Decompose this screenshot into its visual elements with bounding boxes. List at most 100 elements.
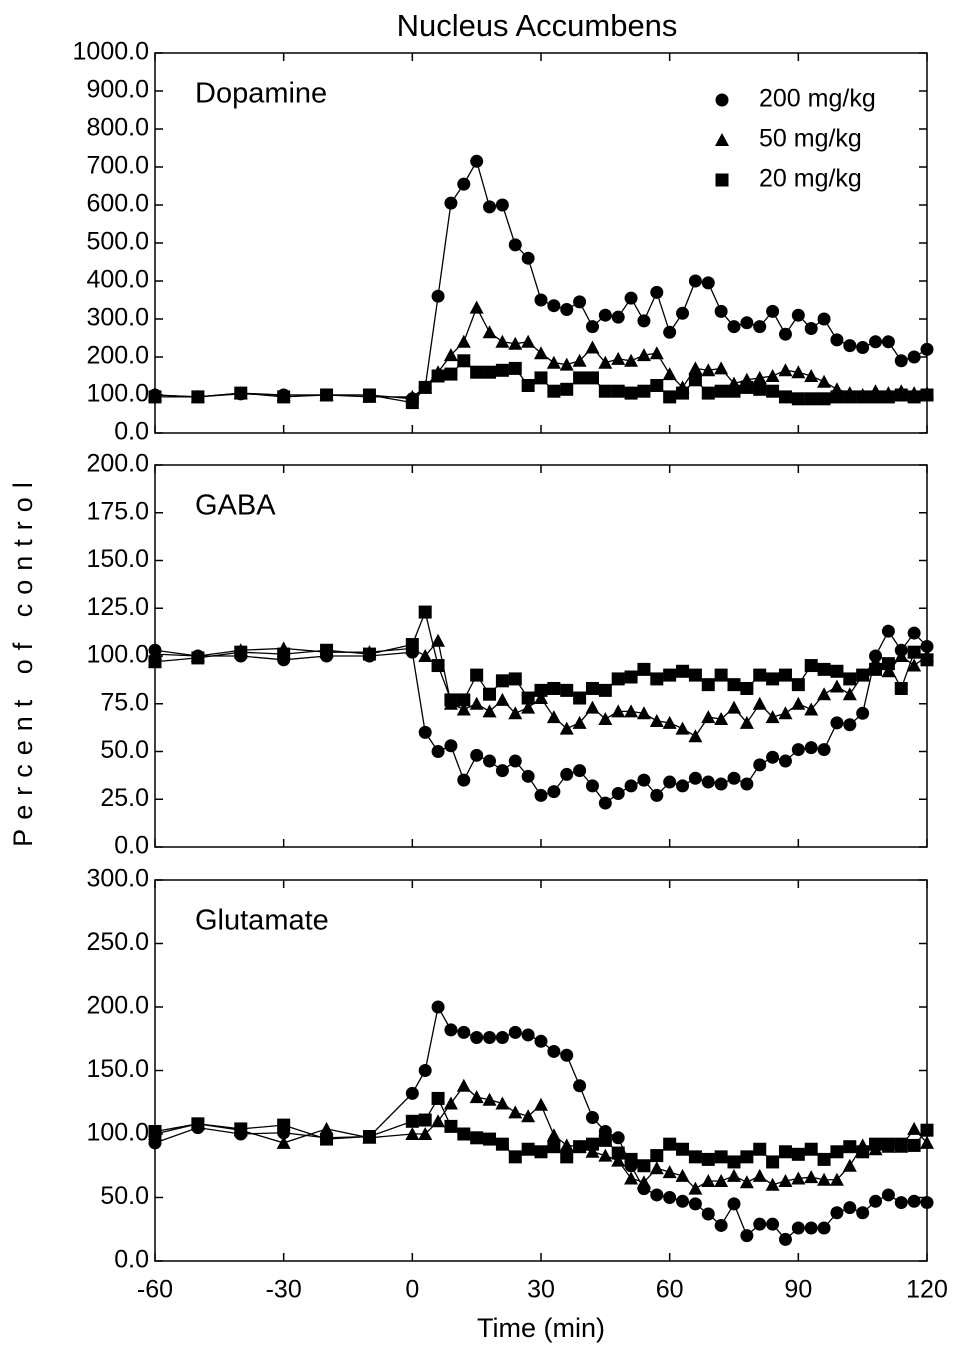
marker bbox=[611, 1146, 625, 1160]
marker bbox=[842, 1158, 857, 1172]
marker bbox=[894, 1196, 908, 1210]
marker bbox=[431, 289, 445, 303]
y-tick-label: 75.0 bbox=[100, 688, 149, 716]
marker bbox=[869, 390, 883, 404]
marker bbox=[804, 1221, 818, 1235]
marker bbox=[675, 721, 690, 735]
marker bbox=[650, 672, 664, 686]
marker bbox=[753, 1142, 767, 1156]
marker bbox=[778, 363, 793, 377]
marker bbox=[234, 386, 248, 400]
marker bbox=[444, 739, 458, 753]
marker bbox=[676, 779, 690, 793]
marker bbox=[701, 386, 715, 400]
marker bbox=[727, 771, 741, 785]
marker bbox=[752, 370, 767, 384]
marker bbox=[920, 342, 934, 356]
marker bbox=[649, 1161, 664, 1175]
marker bbox=[547, 681, 561, 695]
marker bbox=[431, 1091, 445, 1105]
legend-label: 200 mg/kg bbox=[759, 85, 876, 113]
marker bbox=[559, 357, 574, 371]
y-tick-label: 25.0 bbox=[100, 784, 149, 812]
marker bbox=[829, 1172, 844, 1186]
marker bbox=[362, 647, 376, 661]
marker bbox=[765, 369, 780, 382]
x-tick-label: 30 bbox=[527, 1276, 555, 1304]
marker bbox=[495, 1030, 509, 1044]
marker bbox=[637, 773, 651, 787]
marker bbox=[727, 678, 741, 692]
marker bbox=[560, 1150, 574, 1164]
panel-label: Dopamine bbox=[195, 78, 327, 110]
legend-marker bbox=[715, 173, 729, 187]
marker bbox=[470, 154, 484, 168]
marker bbox=[765, 710, 780, 724]
marker bbox=[534, 1145, 548, 1159]
marker bbox=[585, 1110, 599, 1124]
marker bbox=[148, 390, 162, 404]
marker bbox=[830, 390, 844, 404]
marker bbox=[431, 1000, 445, 1014]
marker bbox=[469, 300, 484, 314]
marker bbox=[508, 238, 522, 252]
marker bbox=[830, 333, 844, 347]
marker bbox=[598, 1133, 612, 1147]
marker bbox=[817, 687, 832, 701]
marker bbox=[843, 718, 857, 732]
marker bbox=[405, 1114, 419, 1128]
marker bbox=[739, 1175, 754, 1189]
marker bbox=[714, 304, 728, 318]
marker bbox=[778, 1232, 792, 1246]
marker bbox=[688, 361, 703, 375]
marker bbox=[869, 662, 883, 676]
marker bbox=[508, 336, 523, 350]
marker bbox=[598, 1148, 613, 1162]
marker bbox=[559, 721, 574, 735]
marker bbox=[585, 681, 599, 695]
marker bbox=[869, 335, 883, 349]
marker bbox=[585, 340, 600, 354]
y-tick-label: 150.0 bbox=[86, 545, 149, 573]
y-tick-label: 700.0 bbox=[86, 152, 149, 180]
marker bbox=[804, 1142, 818, 1156]
marker bbox=[830, 716, 844, 730]
marker bbox=[456, 1078, 471, 1092]
marker bbox=[766, 304, 780, 318]
marker bbox=[418, 649, 433, 662]
marker bbox=[688, 1150, 702, 1164]
y-tick-label: 125.0 bbox=[86, 593, 149, 621]
y-axis-label: Percent of control bbox=[8, 473, 38, 847]
marker bbox=[457, 773, 471, 787]
marker bbox=[444, 196, 458, 210]
marker bbox=[362, 1130, 376, 1144]
marker bbox=[688, 668, 702, 682]
marker bbox=[585, 779, 599, 793]
marker bbox=[907, 626, 921, 640]
marker bbox=[573, 1140, 587, 1154]
marker bbox=[572, 353, 587, 367]
marker bbox=[804, 392, 818, 406]
marker bbox=[920, 1135, 934, 1149]
marker bbox=[457, 177, 471, 191]
marker bbox=[482, 325, 497, 339]
marker bbox=[534, 691, 548, 705]
marker bbox=[573, 371, 587, 385]
marker bbox=[907, 1138, 921, 1152]
marker bbox=[675, 1168, 690, 1182]
marker bbox=[894, 681, 908, 695]
marker bbox=[907, 390, 921, 404]
marker bbox=[791, 392, 805, 406]
legend-label: 50 mg/kg bbox=[759, 125, 862, 153]
marker bbox=[714, 1173, 729, 1187]
marker bbox=[676, 386, 690, 400]
marker bbox=[817, 1152, 831, 1166]
marker bbox=[907, 1194, 921, 1208]
marker bbox=[881, 335, 895, 349]
marker bbox=[778, 1173, 793, 1187]
marker bbox=[277, 1118, 291, 1132]
marker bbox=[753, 758, 767, 772]
marker bbox=[444, 367, 458, 381]
marker bbox=[547, 384, 561, 398]
y-tick-label: 150.0 bbox=[86, 1055, 149, 1083]
